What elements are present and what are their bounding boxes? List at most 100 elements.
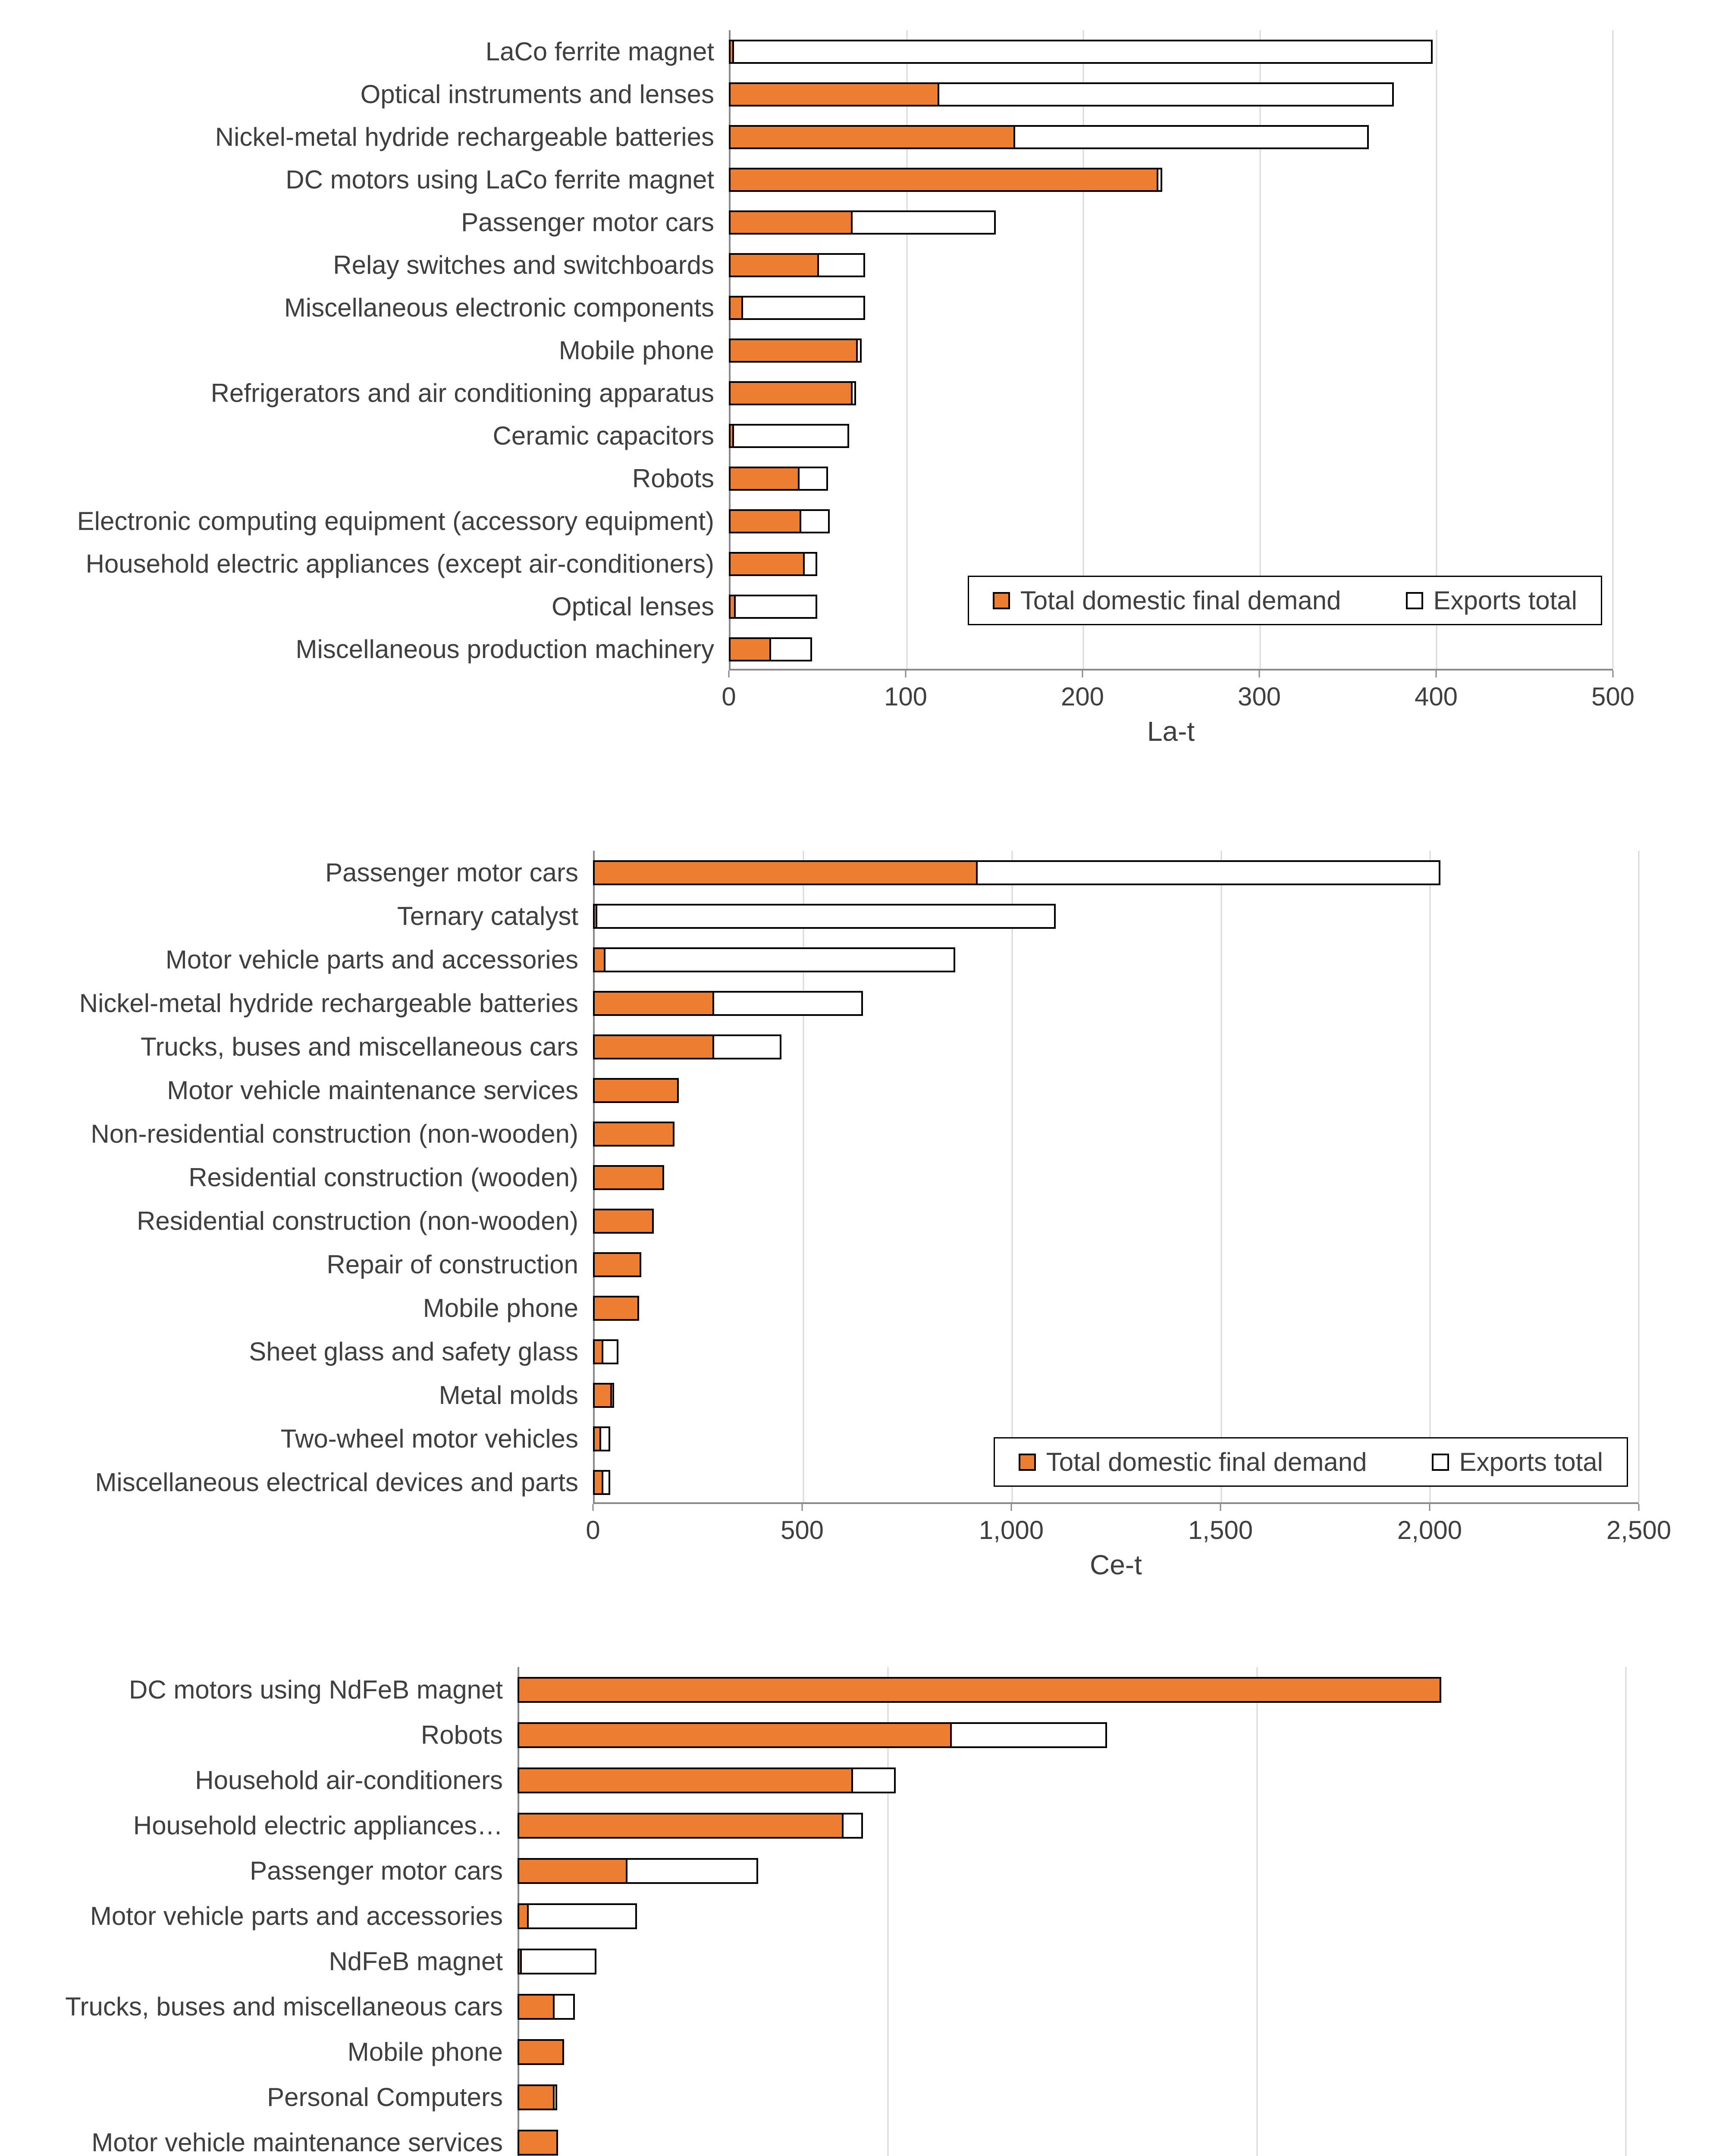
bar-track — [729, 628, 1613, 671]
tick-mark — [1082, 671, 1083, 677]
category-label: Passenger motor cars — [325, 858, 578, 887]
bar-segment-domestic — [729, 338, 858, 363]
stacked-bar — [729, 594, 1613, 619]
gridline — [1638, 851, 1640, 1502]
category-label: Optical instruments and lenses — [360, 80, 714, 109]
stacked-bar — [593, 1121, 1639, 1147]
stacked-bar — [518, 2129, 1626, 2156]
bar-row: Mobile phone — [0, 1286, 1639, 1330]
bar-track — [729, 500, 1613, 542]
bar-segment-domestic — [518, 1767, 853, 1793]
stacked-bar — [518, 1903, 1626, 1929]
stacked-bar — [593, 1078, 1639, 1103]
plot-area: Passenger motor cars Ternary catalyst Moto… — [0, 851, 1639, 1504]
stacked-bar — [593, 1165, 1639, 1190]
stacked-bar — [729, 210, 1613, 235]
gridline — [1612, 30, 1614, 669]
stacked-bar — [729, 39, 1613, 64]
bar-segment-domestic — [518, 1722, 952, 1748]
bar-segment-exports — [712, 1034, 782, 1059]
bar-segment-exports — [798, 466, 828, 491]
stacked-bar — [729, 295, 1613, 320]
tick-mark — [1638, 1504, 1640, 1511]
bar-segment-exports — [732, 39, 1433, 64]
legend-swatch-domestic-icon — [992, 592, 1010, 609]
legend-swatch-exports-icon — [1431, 1453, 1449, 1471]
tick-mark — [1612, 671, 1614, 677]
bar-track — [593, 1069, 1639, 1112]
stacked-bar — [518, 1812, 1626, 1839]
gridline — [1625, 1667, 1627, 2156]
bar-track — [593, 1286, 1639, 1330]
bar-row: Nickel-metal hydride rechargeable batter… — [0, 116, 1613, 158]
bar-row: Trucks, buses and miscellaneous cars — [0, 1984, 1626, 2029]
bar-segment-exports — [851, 1767, 896, 1793]
stacked-bar — [518, 1993, 1626, 2020]
category-label: Miscellaneous production machinery — [295, 635, 715, 664]
bar-row: Residential construction (non-wooden) — [0, 1199, 1639, 1243]
bar-row: Personal Computers — [0, 2075, 1626, 2120]
bar-row: Trucks, buses and miscellaneous cars — [0, 1025, 1639, 1069]
bar-row: Household air-conditioners — [0, 1758, 1626, 1803]
tick-label: 0 — [722, 682, 736, 711]
bar-segment-exports — [712, 990, 863, 1016]
bar-row: Optical instruments and lenses — [0, 73, 1613, 116]
bar-segment-domestic — [518, 1677, 1441, 1703]
tick-label: 200 — [1060, 682, 1104, 711]
bar-track — [729, 201, 1613, 244]
bar-segment-exports — [851, 210, 996, 235]
gridline — [887, 1667, 889, 2156]
category-label: Motor vehicle maintenance services — [167, 1076, 578, 1105]
bar-track — [518, 1848, 1626, 1893]
bar-row: Motor vehicle maintenance services — [0, 2120, 1626, 2156]
bar-row: Ternary catalyst — [0, 894, 1639, 938]
bar-segment-exports — [741, 295, 865, 320]
bar-track — [729, 286, 1613, 329]
bar-track — [518, 1984, 1626, 2029]
bar-row: Non-residential construction (non-wooden… — [0, 1112, 1639, 1156]
stacked-bar — [593, 1252, 1639, 1277]
bar-row: Motor vehicle parts and accessories — [0, 1893, 1626, 1939]
bar-row: Household electric appliances… — [0, 1803, 1626, 1848]
bar-track — [518, 2029, 1626, 2075]
category-label: DC motors using LaCo ferrite magnet — [285, 165, 714, 194]
bar-row: Miscellaneous electrical devices and par… — [0, 1460, 1639, 1504]
tick-label: 400 — [1414, 682, 1458, 711]
bar-row: Electronic computing equipment (accessor… — [0, 500, 1613, 542]
category-label: Nickel-metal hydride rechargeable batter… — [79, 989, 578, 1018]
bar-row: Metal molds — [0, 1373, 1639, 1417]
bar-segment-exports — [1157, 167, 1162, 192]
stacked-bar — [518, 1677, 1626, 1703]
bar-segment-domestic — [729, 509, 802, 533]
bar-row: Passenger motor cars — [0, 1848, 1626, 1893]
gridline — [1256, 1667, 1258, 2156]
bar-track — [518, 1758, 1626, 1803]
bar-segment-exports — [602, 1339, 619, 1364]
stacked-bar — [593, 903, 1639, 929]
bar-segment-exports — [976, 860, 1441, 885]
bar-segment-domestic — [729, 637, 772, 661]
bar-segment-exports — [803, 552, 818, 576]
category-label: Sheet glass and safety glass — [249, 1337, 578, 1366]
gridline — [906, 30, 908, 669]
x-axis-title: La-t — [1147, 716, 1195, 747]
bar-row: Miscellaneous electronic components — [0, 286, 1613, 329]
stacked-bar — [729, 637, 1613, 661]
tick-mark — [1435, 671, 1437, 677]
bar-track — [593, 1460, 1639, 1504]
bar-track — [729, 30, 1613, 73]
bar-row: Mobile phone — [0, 329, 1613, 372]
category-label: DC motors using NdFeB magnet — [129, 1675, 503, 1704]
bar-segment-exports — [769, 637, 812, 661]
x-axis-title: Ce-t — [1090, 1549, 1142, 1580]
stacked-bar — [518, 2039, 1626, 2065]
gridline — [803, 851, 804, 1502]
bar-track — [729, 457, 1613, 500]
bar-segment-domestic — [593, 1208, 654, 1234]
legend-item-domestic: Total domestic final demand — [992, 586, 1341, 615]
category-label: Robots — [632, 464, 714, 493]
stacked-bar — [729, 552, 1613, 576]
bar-track — [518, 1939, 1626, 1984]
bar-row: Robots — [0, 457, 1613, 500]
bar-row: Miscellaneous production machinery — [0, 628, 1613, 671]
